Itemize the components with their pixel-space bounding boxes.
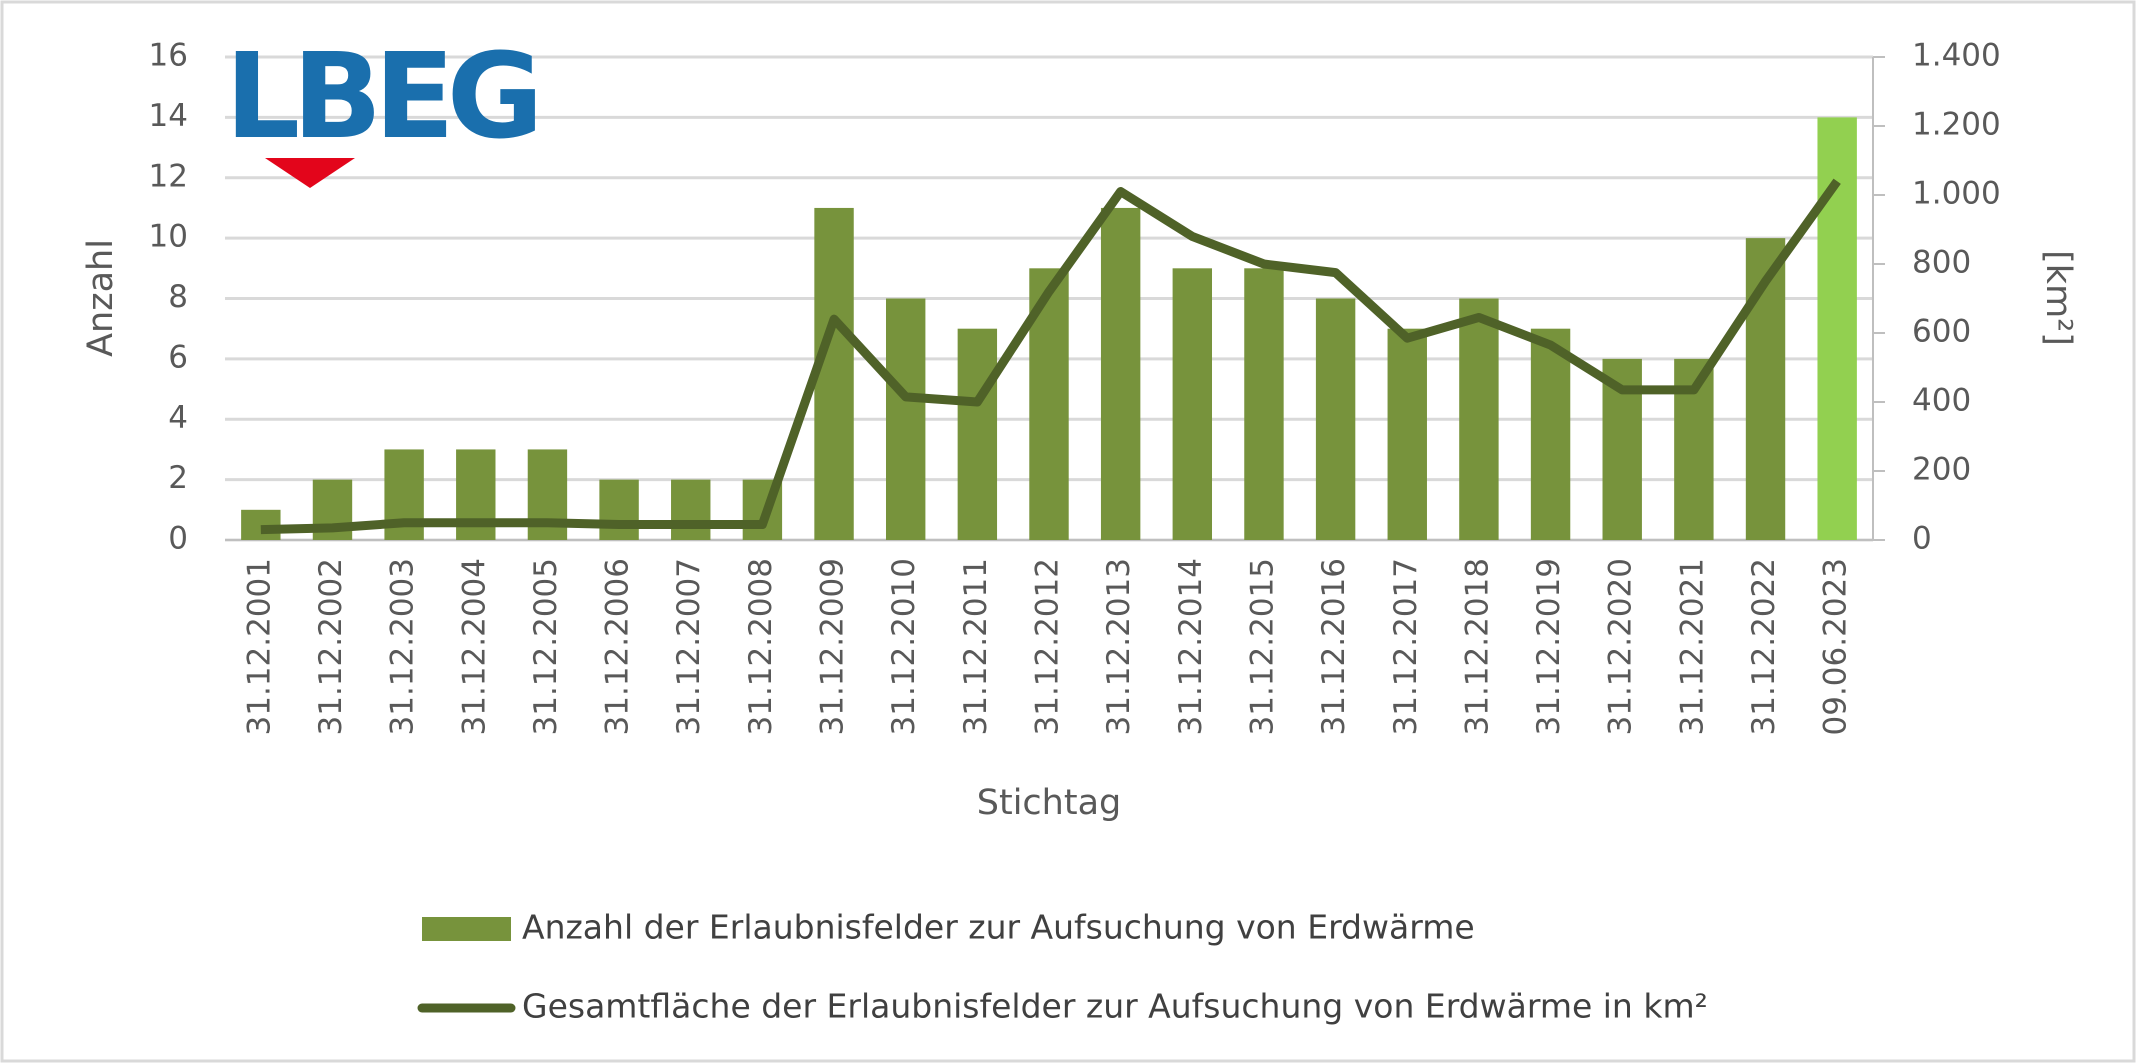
- bar: [599, 479, 639, 540]
- x-tick-label: 31.12.2001: [241, 558, 277, 736]
- x-tick-label: 31.12.2017: [1388, 558, 1424, 736]
- y2-tick-label: 400: [1912, 383, 1971, 419]
- x-tick-label: 31.12.2022: [1746, 558, 1782, 736]
- y-tick-label: 4: [168, 400, 188, 436]
- x-tick-label: 31.12.2021: [1674, 558, 1710, 736]
- bar: [1459, 298, 1499, 540]
- bar: [1100, 207, 1141, 540]
- y2-tick-label: 1.000: [1912, 176, 2001, 212]
- bar: [671, 479, 711, 540]
- y-tick-label: 8: [168, 279, 188, 315]
- x-tick-label: 31.12.2016: [1316, 558, 1352, 736]
- y2-tick-label: 800: [1912, 245, 1971, 281]
- legend-swatch: [422, 917, 511, 941]
- bar: [1817, 117, 1857, 540]
- bar: [957, 328, 998, 540]
- bar: [1387, 328, 1427, 540]
- y2-tick-label: 0: [1912, 521, 1932, 557]
- y-tick-label: 2: [168, 460, 188, 496]
- y2-tick-label: 200: [1912, 452, 1971, 488]
- y-axis-title: Anzahl: [81, 239, 121, 357]
- x-tick-label: 31.12.2013: [1101, 558, 1137, 736]
- y2-tick-label: 1.400: [1912, 38, 2001, 74]
- bar: [1530, 328, 1571, 540]
- x-tick-label: 31.12.2018: [1459, 558, 1495, 736]
- y-tick-label: 14: [149, 98, 188, 134]
- logo: LBEG: [225, 27, 536, 165]
- y-tick-label: 16: [149, 38, 188, 74]
- x-tick-label: 31.12.2020: [1603, 558, 1639, 736]
- x-tick-label: 31.12.2014: [1173, 558, 1209, 736]
- bar: [1244, 268, 1284, 540]
- x-tick-label: 31.12.2015: [1244, 558, 1280, 736]
- bar: [814, 207, 854, 540]
- x-tick-label: 31.12.2010: [886, 558, 922, 736]
- x-tick-label: 31.12.2009: [815, 558, 851, 736]
- x-axis-title: Stichtag: [977, 783, 1121, 823]
- bar: [1315, 298, 1356, 540]
- x-tick-label: 31.12.2012: [1030, 558, 1066, 736]
- y2-tick-label: 1.200: [1912, 107, 2001, 143]
- y-tick-label: 0: [168, 521, 188, 557]
- bar: [1172, 268, 1213, 540]
- bar: [885, 298, 926, 540]
- x-tick-label: 31.12.2007: [671, 558, 707, 736]
- y-tick-label: 10: [149, 219, 188, 255]
- x-tick-label: 31.12.2008: [743, 558, 779, 736]
- x-tick-label: 31.12.2003: [385, 558, 421, 736]
- x-tick-label: 31.12.2005: [528, 558, 564, 736]
- x-tick-label: 31.12.2019: [1531, 558, 1567, 736]
- logo-triangle: [265, 158, 355, 188]
- y2-axis-title: [km²]: [2038, 250, 2078, 346]
- x-tick-label: 31.12.2011: [958, 558, 994, 736]
- x-tick-label: 31.12.2004: [456, 558, 492, 736]
- y-tick-label: 12: [149, 158, 188, 194]
- line: [260, 178, 1841, 535]
- x-tick-label: 31.12.2002: [313, 558, 349, 736]
- y-tick-label: 6: [168, 339, 188, 375]
- legend-label: Anzahl der Erlaubnisfelder zur Aufsuchun…: [522, 908, 1475, 947]
- x-tick-label: 09.06.2023: [1818, 558, 1854, 736]
- x-tick-label: 31.12.2006: [600, 558, 636, 736]
- y2-tick-label: 600: [1912, 314, 1971, 350]
- legend-label: Gesamtfläche der Erlaubnisfelder zur Auf…: [522, 987, 1708, 1026]
